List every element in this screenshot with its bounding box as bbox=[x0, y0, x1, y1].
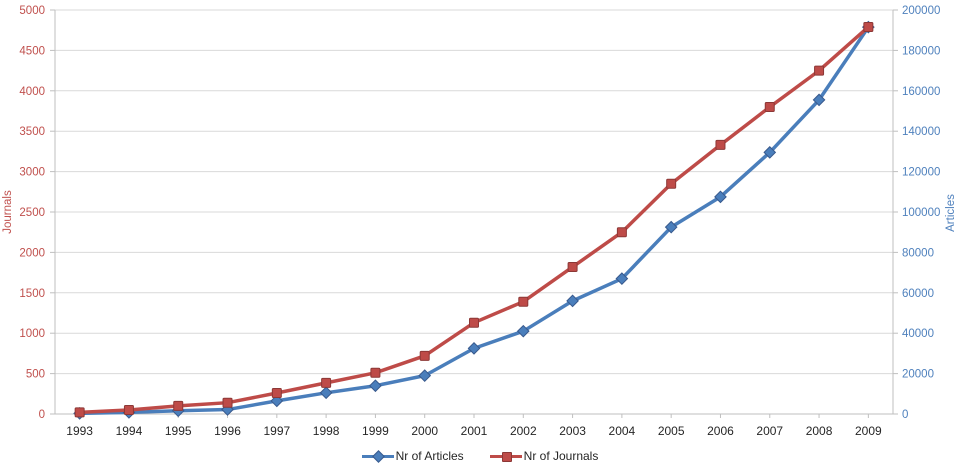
nr-of-journals-marker-icon bbox=[419, 350, 430, 361]
right-axis-tick-label: 100000 bbox=[902, 207, 940, 219]
right-axis-tick-label: 40000 bbox=[902, 328, 934, 340]
legend-label-journals: Nr of Journals bbox=[523, 449, 599, 463]
nr-of-journals-marker-icon bbox=[123, 404, 134, 415]
x-axis-tick-label: 2005 bbox=[658, 424, 685, 438]
nr-of-articles-marker-icon bbox=[418, 369, 432, 382]
nr-of-articles-marker-icon bbox=[566, 294, 579, 308]
nr-of-articles-marker-icon bbox=[516, 324, 530, 338]
right-axis-tick-label: 180000 bbox=[902, 45, 940, 57]
articles-diamond-marker-icon bbox=[371, 450, 385, 463]
legend-label-articles: Nr of Articles bbox=[395, 449, 464, 463]
x-axis-tick-label: 2007 bbox=[756, 424, 783, 438]
x-axis-tick-label: 2009 bbox=[855, 424, 882, 438]
nr-of-journals-marker-icon bbox=[469, 317, 479, 328]
nr-of-journals-marker-icon bbox=[173, 400, 184, 411]
left-axis-tick-label: 1000 bbox=[19, 328, 45, 340]
x-axis-tick-label: 1999 bbox=[362, 424, 389, 438]
nr-of-articles-marker-icon bbox=[763, 146, 777, 159]
right-axis-tick-label: 80000 bbox=[902, 247, 934, 259]
left-axis-tick-label: 4000 bbox=[19, 86, 45, 98]
x-axis-tick-label: 1997 bbox=[263, 424, 290, 438]
right-axis-tick-label: 200000 bbox=[902, 5, 940, 17]
x-axis-tick-label: 2003 bbox=[559, 424, 586, 438]
x-axis-tick-label: 1996 bbox=[214, 424, 241, 438]
nr-of-articles-marker-icon bbox=[664, 220, 678, 234]
legend-item-journals: Nr of Journals bbox=[489, 449, 599, 463]
x-axis-tick-label: 1995 bbox=[165, 424, 192, 438]
x-axis-tick-label: 2008 bbox=[806, 424, 833, 438]
nr-of-journals-marker-icon bbox=[321, 377, 332, 388]
x-axis-tick-label: 2006 bbox=[707, 424, 734, 438]
nr-of-journals-marker-icon bbox=[715, 139, 726, 150]
right-axis-tick-label: 0 bbox=[902, 409, 908, 421]
x-axis-tick-label: 2000 bbox=[411, 424, 438, 438]
x-axis-tick-label: 2002 bbox=[510, 424, 537, 438]
nr-of-journals-marker-icon bbox=[863, 21, 874, 32]
nr-of-journals-marker-icon bbox=[370, 367, 381, 378]
right-axis-tick-label: 140000 bbox=[902, 126, 940, 138]
nr-of-articles-marker-icon bbox=[270, 394, 284, 408]
left-axis-tick-label: 5000 bbox=[19, 5, 45, 17]
right-axis-title: Articles bbox=[945, 194, 957, 232]
nr-of-articles-marker-icon bbox=[467, 341, 481, 355]
right-axis-tick-label: 160000 bbox=[902, 86, 940, 98]
nr-of-articles-marker-icon bbox=[369, 379, 382, 393]
nr-of-journals-marker-icon bbox=[764, 101, 775, 112]
legend-item-articles: Nr of Articles bbox=[361, 449, 464, 463]
left-axis-title: Journals bbox=[2, 190, 14, 234]
x-axis-tick-label: 2004 bbox=[609, 424, 636, 438]
nr-of-journals-marker-icon bbox=[518, 296, 529, 307]
nr-of-journals-marker-icon bbox=[666, 178, 677, 189]
left-axis-tick-label: 3500 bbox=[19, 126, 45, 138]
left-axis-tick-label: 1500 bbox=[19, 288, 45, 300]
right-axis-tick-label: 20000 bbox=[902, 369, 934, 381]
nr-of-journals-marker-icon bbox=[271, 387, 282, 398]
nr-of-articles-marker-icon bbox=[714, 190, 727, 204]
x-axis-tick-label: 1993 bbox=[66, 424, 93, 438]
nr-of-articles-marker-icon bbox=[319, 386, 333, 400]
nr-of-journals-marker-icon bbox=[567, 261, 578, 272]
left-axis-tick-label: 4500 bbox=[19, 45, 45, 57]
nr-of-journals-marker-icon bbox=[222, 397, 233, 408]
left-axis-tick-label: 500 bbox=[26, 369, 45, 381]
nr-of-articles-line bbox=[77, 25, 871, 416]
left-axis-tick-label: 3000 bbox=[19, 167, 45, 179]
left-axis-tick-label: 2500 bbox=[19, 207, 45, 219]
right-axis-tick-label: 120000 bbox=[902, 167, 940, 179]
journals-series-sample bbox=[489, 451, 522, 462]
nr-of-journals-marker-icon bbox=[616, 227, 627, 238]
left-axis-tick-label: 2000 bbox=[19, 247, 45, 259]
journals-square-marker-icon bbox=[501, 452, 512, 462]
nr-of-articles-marker-icon bbox=[615, 272, 629, 286]
x-axis-tick-label: 1994 bbox=[116, 424, 143, 438]
x-axis-tick-label: 1998 bbox=[313, 424, 340, 438]
nr-of-articles-marker-icon bbox=[812, 93, 826, 107]
x-axis-tick-label: 2001 bbox=[461, 424, 488, 438]
left-axis-tick-label: 0 bbox=[39, 409, 45, 421]
nr-of-journals-marker-icon bbox=[74, 407, 85, 418]
articles-series-sample bbox=[361, 450, 394, 463]
nr-of-journals-marker-icon bbox=[814, 65, 825, 76]
legend: Nr of Articles Nr of Journals bbox=[0, 449, 960, 463]
right-axis-tick-label: 60000 bbox=[902, 288, 934, 300]
